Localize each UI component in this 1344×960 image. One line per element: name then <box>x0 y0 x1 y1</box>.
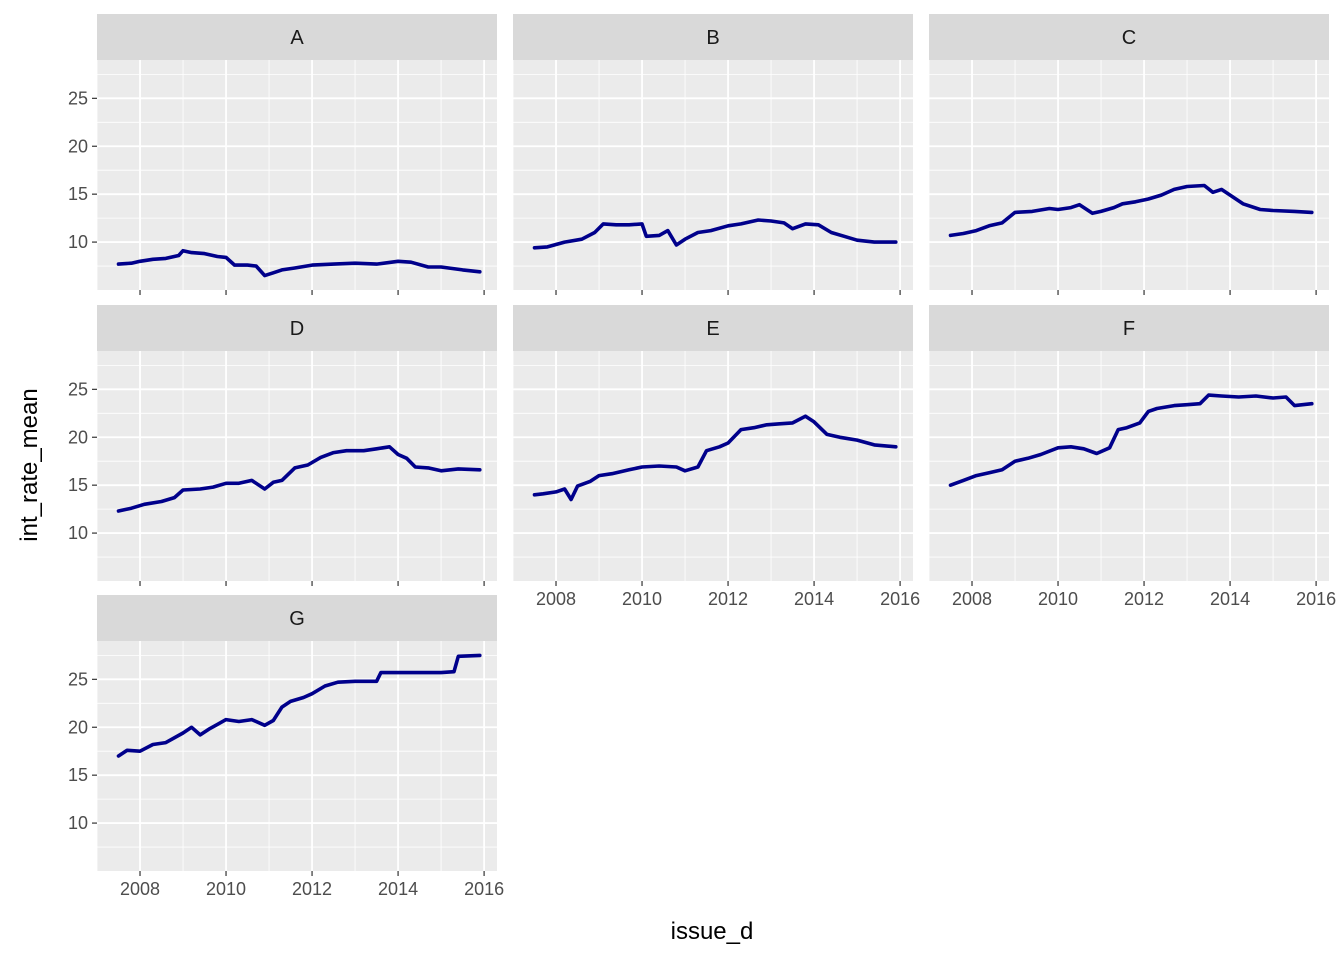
facet-strip <box>513 14 913 60</box>
x-tick-label: 2010 <box>622 589 662 609</box>
y-tick-label: 25 <box>68 379 88 399</box>
facet-strip-label: D <box>290 318 304 340</box>
y-tick-label: 25 <box>68 88 88 108</box>
y-tick-label: 20 <box>68 136 88 156</box>
x-tick-label: 2012 <box>1124 589 1164 609</box>
panel-background <box>513 60 913 290</box>
y-tick-label: 20 <box>68 717 88 737</box>
facet-strip-label: F <box>1123 318 1135 340</box>
series-line-e <box>532 414 898 502</box>
x-tick-label: 2010 <box>1038 589 1078 609</box>
x-tick-label: 2008 <box>536 589 576 609</box>
facet-panel-b: B <box>512 14 913 295</box>
panel-background <box>513 351 913 581</box>
panel-background <box>929 60 1329 290</box>
y-tick-label: 10 <box>68 813 88 833</box>
y-tick-label: 15 <box>68 475 88 495</box>
x-tick-label: 2014 <box>1210 589 1250 609</box>
series-line-f <box>948 393 1314 487</box>
x-tick-label: 2014 <box>794 589 834 609</box>
facet-panel-e: E 2008 2010 2012 2014 2016 <box>512 305 920 609</box>
facet-panel-a: A 10 15 20 25 <box>68 14 497 295</box>
facet-panel-d: D 10 15 20 25 <box>68 305 497 586</box>
x-axis-title: issue_d <box>671 918 754 945</box>
x-tick-label: 2016 <box>1296 589 1336 609</box>
x-tick-label: 2012 <box>708 589 748 609</box>
series-line-b <box>532 218 898 250</box>
panel-background <box>929 351 1329 581</box>
facet-panel-f: F 2008 2010 2012 2014 2016 <box>928 305 1336 609</box>
series-line-d <box>116 445 482 513</box>
facet-panel-g: G 10 15 20 25 2008 2010 2012 2014 2016 <box>68 595 504 899</box>
x-tick-label: 2008 <box>120 879 160 899</box>
facet-strip <box>513 305 913 351</box>
facet-strip <box>97 305 497 351</box>
y-tick-label: 10 <box>68 232 88 252</box>
x-tick-label: 2010 <box>206 879 246 899</box>
series-line-a <box>116 248 482 278</box>
y-tick-label: 15 <box>68 184 88 204</box>
panel-background <box>97 60 497 290</box>
x-tick-label: 2012 <box>292 879 332 899</box>
x-tick-label: 2014 <box>378 879 418 899</box>
x-tick-label: 2016 <box>464 879 504 899</box>
series-line-g <box>116 653 482 758</box>
facet-panel-c: C <box>928 14 1329 295</box>
x-tick-label: 2016 <box>880 589 920 609</box>
panel-background <box>97 641 497 871</box>
y-tick-label: 20 <box>68 427 88 447</box>
facet-strip-label: A <box>290 27 304 49</box>
facet-strip <box>97 595 497 641</box>
y-tick-label: 10 <box>68 523 88 543</box>
facet-strip <box>929 305 1329 351</box>
x-tick-label: 2008 <box>952 589 992 609</box>
y-tick-label: 25 <box>68 669 88 689</box>
facet-strip-label: G <box>289 608 305 630</box>
facet-strip-label: C <box>1122 27 1136 49</box>
y-axis-title: int_rate_mean <box>16 388 43 541</box>
facet-strip <box>929 14 1329 60</box>
facet-strip-label: E <box>706 318 719 340</box>
series-line-c <box>948 183 1314 238</box>
facet-strip <box>97 14 497 60</box>
facet-strip-label: B <box>706 27 719 49</box>
y-tick-label: 15 <box>68 765 88 785</box>
